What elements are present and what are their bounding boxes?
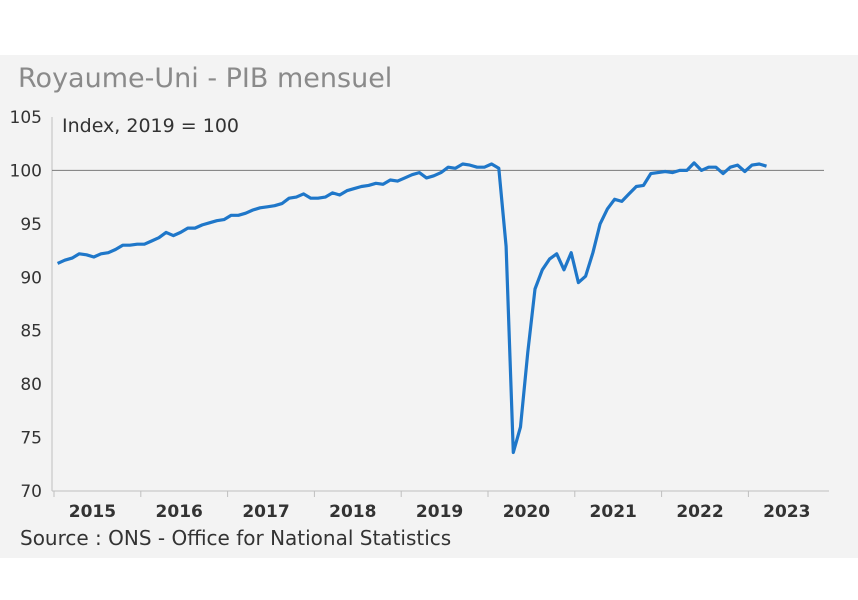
y-tick-label: 80: [20, 375, 42, 395]
x-tick-label: 2019: [416, 502, 463, 522]
y-tick-label: 95: [20, 215, 42, 235]
x-axis: 2015 2016 2017 2018 2019 2020 2021 2022 2023: [52, 490, 829, 522]
y-tick-label: 70: [20, 482, 42, 502]
x-tick-label: 2020: [503, 502, 550, 522]
x-tick-label: 2018: [329, 502, 376, 522]
y-tick-label: 85: [20, 322, 42, 342]
x-tick-label: 2017: [242, 502, 289, 522]
x-tick-label: 2022: [676, 502, 723, 522]
y-tick-label: 100: [10, 161, 42, 181]
source-note: Source : ONS - Office for National Stati…: [20, 526, 452, 550]
y-tick-label: 75: [20, 429, 42, 449]
y-tick-label: 105: [10, 108, 42, 128]
chart-subtitle: Index, 2019 = 100: [62, 115, 239, 137]
x-tick-label: 2023: [763, 502, 810, 522]
x-tick-label: 2021: [590, 502, 637, 522]
x-tick-label: 2016: [156, 502, 203, 522]
y-axis: 70 75 80 85 90 95 100 105: [10, 108, 53, 502]
y-tick-label: 90: [20, 268, 42, 288]
series-line-gdp: [56, 161, 767, 455]
x-tick-label: 2015: [69, 502, 116, 522]
chart-title: Royaume-Uni - PIB mensuel: [18, 63, 393, 94]
chart-panel: Royaume-Uni - PIB mensuel 70 75 80 85 90 95 10…: [0, 55, 858, 558]
